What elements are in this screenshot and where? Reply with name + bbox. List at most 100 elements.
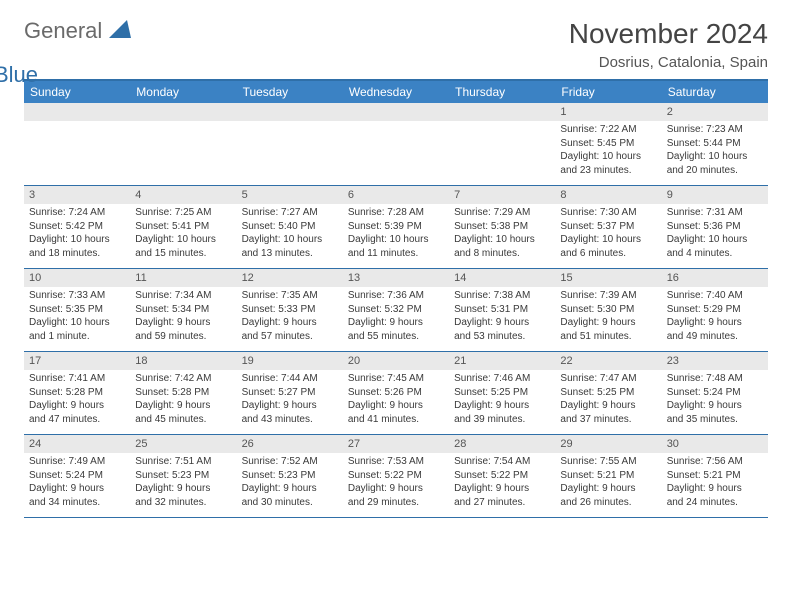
empty-day-strip bbox=[343, 103, 449, 121]
day-line: Sunrise: 7:29 AM bbox=[454, 206, 550, 220]
brand-logo: General Blue bbox=[24, 18, 131, 70]
calendar-cell: 4Sunrise: 7:25 AMSunset: 5:41 PMDaylight… bbox=[130, 186, 236, 269]
empty-day-strip bbox=[237, 103, 343, 121]
day-line: and 11 minutes. bbox=[348, 247, 444, 261]
day-number: 21 bbox=[449, 352, 555, 370]
calendar-row: 1Sunrise: 7:22 AMSunset: 5:45 PMDaylight… bbox=[24, 103, 768, 186]
day-line: and 43 minutes. bbox=[242, 413, 338, 427]
day-line: Sunset: 5:29 PM bbox=[667, 303, 763, 317]
day-line: Sunrise: 7:36 AM bbox=[348, 289, 444, 303]
calendar-cell: 25Sunrise: 7:51 AMSunset: 5:23 PMDayligh… bbox=[130, 435, 236, 518]
day-line: Sunset: 5:25 PM bbox=[454, 386, 550, 400]
weekday-header: Thursday bbox=[449, 81, 555, 103]
day-number: 15 bbox=[555, 269, 661, 287]
calendar-cell: 2Sunrise: 7:23 AMSunset: 5:44 PMDaylight… bbox=[662, 103, 768, 186]
day-number: 8 bbox=[555, 186, 661, 204]
empty-day-strip bbox=[130, 103, 236, 121]
day-line: Daylight: 9 hours bbox=[242, 399, 338, 413]
day-number: 16 bbox=[662, 269, 768, 287]
day-line: and 27 minutes. bbox=[454, 496, 550, 510]
calendar-cell: 29Sunrise: 7:55 AMSunset: 5:21 PMDayligh… bbox=[555, 435, 661, 518]
calendar-cell: 6Sunrise: 7:28 AMSunset: 5:39 PMDaylight… bbox=[343, 186, 449, 269]
day-line: and 23 minutes. bbox=[560, 164, 656, 178]
day-line: Daylight: 9 hours bbox=[135, 399, 231, 413]
calendar-cell: 7Sunrise: 7:29 AMSunset: 5:38 PMDaylight… bbox=[449, 186, 555, 269]
day-line: Daylight: 10 hours bbox=[667, 150, 763, 164]
calendar-cell: 24Sunrise: 7:49 AMSunset: 5:24 PMDayligh… bbox=[24, 435, 130, 518]
day-line: and 32 minutes. bbox=[135, 496, 231, 510]
day-number: 5 bbox=[237, 186, 343, 204]
day-line: Sunset: 5:36 PM bbox=[667, 220, 763, 234]
day-line: Daylight: 10 hours bbox=[560, 233, 656, 247]
day-details: Sunrise: 7:35 AMSunset: 5:33 PMDaylight:… bbox=[237, 287, 343, 347]
day-line: Sunrise: 7:38 AM bbox=[454, 289, 550, 303]
day-details: Sunrise: 7:27 AMSunset: 5:40 PMDaylight:… bbox=[237, 204, 343, 264]
day-details: Sunrise: 7:54 AMSunset: 5:22 PMDaylight:… bbox=[449, 453, 555, 513]
day-details: Sunrise: 7:44 AMSunset: 5:27 PMDaylight:… bbox=[237, 370, 343, 430]
day-line: Daylight: 9 hours bbox=[454, 482, 550, 496]
day-line: and 18 minutes. bbox=[29, 247, 125, 261]
day-details: Sunrise: 7:30 AMSunset: 5:37 PMDaylight:… bbox=[555, 204, 661, 264]
empty-day-strip bbox=[449, 103, 555, 121]
day-line: and 13 minutes. bbox=[242, 247, 338, 261]
day-line: Sunset: 5:30 PM bbox=[560, 303, 656, 317]
calendar-row: 3Sunrise: 7:24 AMSunset: 5:42 PMDaylight… bbox=[24, 186, 768, 269]
day-number: 9 bbox=[662, 186, 768, 204]
day-number: 23 bbox=[662, 352, 768, 370]
calendar-cell: 22Sunrise: 7:47 AMSunset: 5:25 PMDayligh… bbox=[555, 352, 661, 435]
day-number: 6 bbox=[343, 186, 449, 204]
day-line: and 6 minutes. bbox=[560, 247, 656, 261]
day-details: Sunrise: 7:36 AMSunset: 5:32 PMDaylight:… bbox=[343, 287, 449, 347]
weekday-header: Monday bbox=[130, 81, 236, 103]
calendar-cell: 27Sunrise: 7:53 AMSunset: 5:22 PMDayligh… bbox=[343, 435, 449, 518]
day-details: Sunrise: 7:33 AMSunset: 5:35 PMDaylight:… bbox=[24, 287, 130, 347]
day-line: Sunset: 5:27 PM bbox=[242, 386, 338, 400]
day-line: Sunrise: 7:52 AM bbox=[242, 455, 338, 469]
day-details: Sunrise: 7:41 AMSunset: 5:28 PMDaylight:… bbox=[24, 370, 130, 430]
calendar-cell: 14Sunrise: 7:38 AMSunset: 5:31 PMDayligh… bbox=[449, 269, 555, 352]
day-line: Sunrise: 7:35 AM bbox=[242, 289, 338, 303]
day-details: Sunrise: 7:55 AMSunset: 5:21 PMDaylight:… bbox=[555, 453, 661, 513]
day-line: Sunrise: 7:51 AM bbox=[135, 455, 231, 469]
day-details: Sunrise: 7:48 AMSunset: 5:24 PMDaylight:… bbox=[662, 370, 768, 430]
day-line: Daylight: 10 hours bbox=[560, 150, 656, 164]
day-line: Daylight: 9 hours bbox=[242, 482, 338, 496]
day-number: 18 bbox=[130, 352, 236, 370]
day-number: 24 bbox=[24, 435, 130, 453]
header: General Blue November 2024 Dosrius, Cata… bbox=[24, 18, 768, 71]
calendar-cell bbox=[130, 103, 236, 186]
day-line: Sunset: 5:23 PM bbox=[135, 469, 231, 483]
day-line: Sunrise: 7:42 AM bbox=[135, 372, 231, 386]
day-details: Sunrise: 7:53 AMSunset: 5:22 PMDaylight:… bbox=[343, 453, 449, 513]
day-line: Sunrise: 7:46 AM bbox=[454, 372, 550, 386]
calendar-cell: 15Sunrise: 7:39 AMSunset: 5:30 PMDayligh… bbox=[555, 269, 661, 352]
day-line: Sunrise: 7:41 AM bbox=[29, 372, 125, 386]
day-number: 7 bbox=[449, 186, 555, 204]
day-line: Daylight: 9 hours bbox=[560, 399, 656, 413]
day-details: Sunrise: 7:28 AMSunset: 5:39 PMDaylight:… bbox=[343, 204, 449, 264]
day-details: Sunrise: 7:49 AMSunset: 5:24 PMDaylight:… bbox=[24, 453, 130, 513]
day-line: Daylight: 9 hours bbox=[454, 399, 550, 413]
day-number: 27 bbox=[343, 435, 449, 453]
day-line: and 15 minutes. bbox=[135, 247, 231, 261]
day-details: Sunrise: 7:39 AMSunset: 5:30 PMDaylight:… bbox=[555, 287, 661, 347]
day-line: Sunset: 5:25 PM bbox=[560, 386, 656, 400]
day-details: Sunrise: 7:40 AMSunset: 5:29 PMDaylight:… bbox=[662, 287, 768, 347]
calendar-cell: 3Sunrise: 7:24 AMSunset: 5:42 PMDaylight… bbox=[24, 186, 130, 269]
calendar-cell: 28Sunrise: 7:54 AMSunset: 5:22 PMDayligh… bbox=[449, 435, 555, 518]
calendar-cell: 9Sunrise: 7:31 AMSunset: 5:36 PMDaylight… bbox=[662, 186, 768, 269]
day-line: Sunset: 5:28 PM bbox=[135, 386, 231, 400]
day-number: 25 bbox=[130, 435, 236, 453]
calendar-cell: 19Sunrise: 7:44 AMSunset: 5:27 PMDayligh… bbox=[237, 352, 343, 435]
day-line: Sunrise: 7:44 AM bbox=[242, 372, 338, 386]
weekday-header: Friday bbox=[555, 81, 661, 103]
day-details: Sunrise: 7:29 AMSunset: 5:38 PMDaylight:… bbox=[449, 204, 555, 264]
brand-part1: General bbox=[24, 18, 102, 43]
day-number: 13 bbox=[343, 269, 449, 287]
day-line: Sunrise: 7:49 AM bbox=[29, 455, 125, 469]
day-line: and 55 minutes. bbox=[348, 330, 444, 344]
day-line: and 20 minutes. bbox=[667, 164, 763, 178]
day-line: Sunset: 5:44 PM bbox=[667, 137, 763, 151]
calendar-cell: 10Sunrise: 7:33 AMSunset: 5:35 PMDayligh… bbox=[24, 269, 130, 352]
day-number: 29 bbox=[555, 435, 661, 453]
